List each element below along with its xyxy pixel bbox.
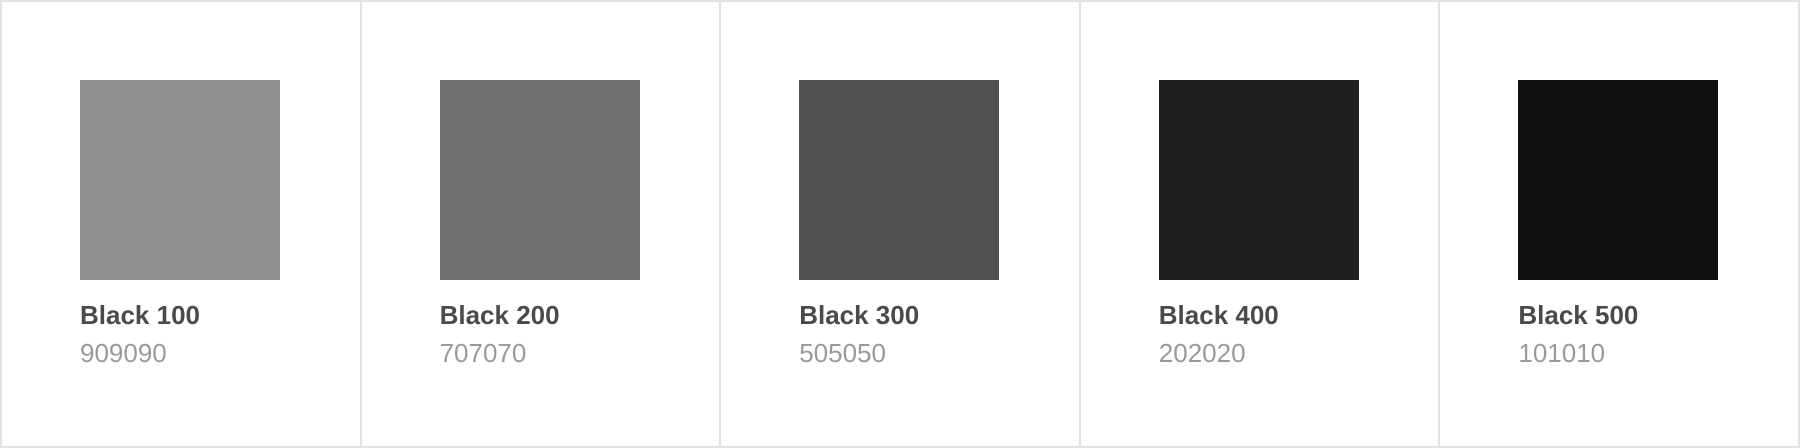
swatch-card-black-200[interactable]: Black 200 707070: [361, 2, 722, 446]
swatch-name: Black 100: [80, 300, 200, 330]
color-swatch: [799, 80, 1000, 280]
color-swatch: [1158, 80, 1359, 280]
swatch-name: Black 200: [439, 300, 560, 330]
color-swatch: [80, 80, 280, 280]
color-swatch: [439, 80, 640, 280]
swatch-hex-code: 505050: [799, 338, 886, 368]
swatch-name: Black 300: [799, 300, 920, 330]
swatch-card-black-400[interactable]: Black 400 202020: [1080, 2, 1441, 446]
color-swatch: [1518, 80, 1719, 280]
swatch-hex-code: 202020: [1158, 338, 1246, 368]
swatch-card-black-100[interactable]: Black 100 909090: [2, 2, 362, 446]
swatch-hex-code: 909090: [80, 338, 167, 368]
swatch-card-black-500[interactable]: Black 500 101010: [1440, 2, 1798, 446]
swatch-name: Black 500: [1518, 300, 1639, 330]
swatch-hex-code: 707070: [439, 338, 527, 368]
swatch-name: Black 400: [1158, 300, 1279, 330]
swatch-card-black-300[interactable]: Black 300 505050: [721, 2, 1081, 446]
swatch-hex-code: 101010: [1518, 338, 1606, 368]
